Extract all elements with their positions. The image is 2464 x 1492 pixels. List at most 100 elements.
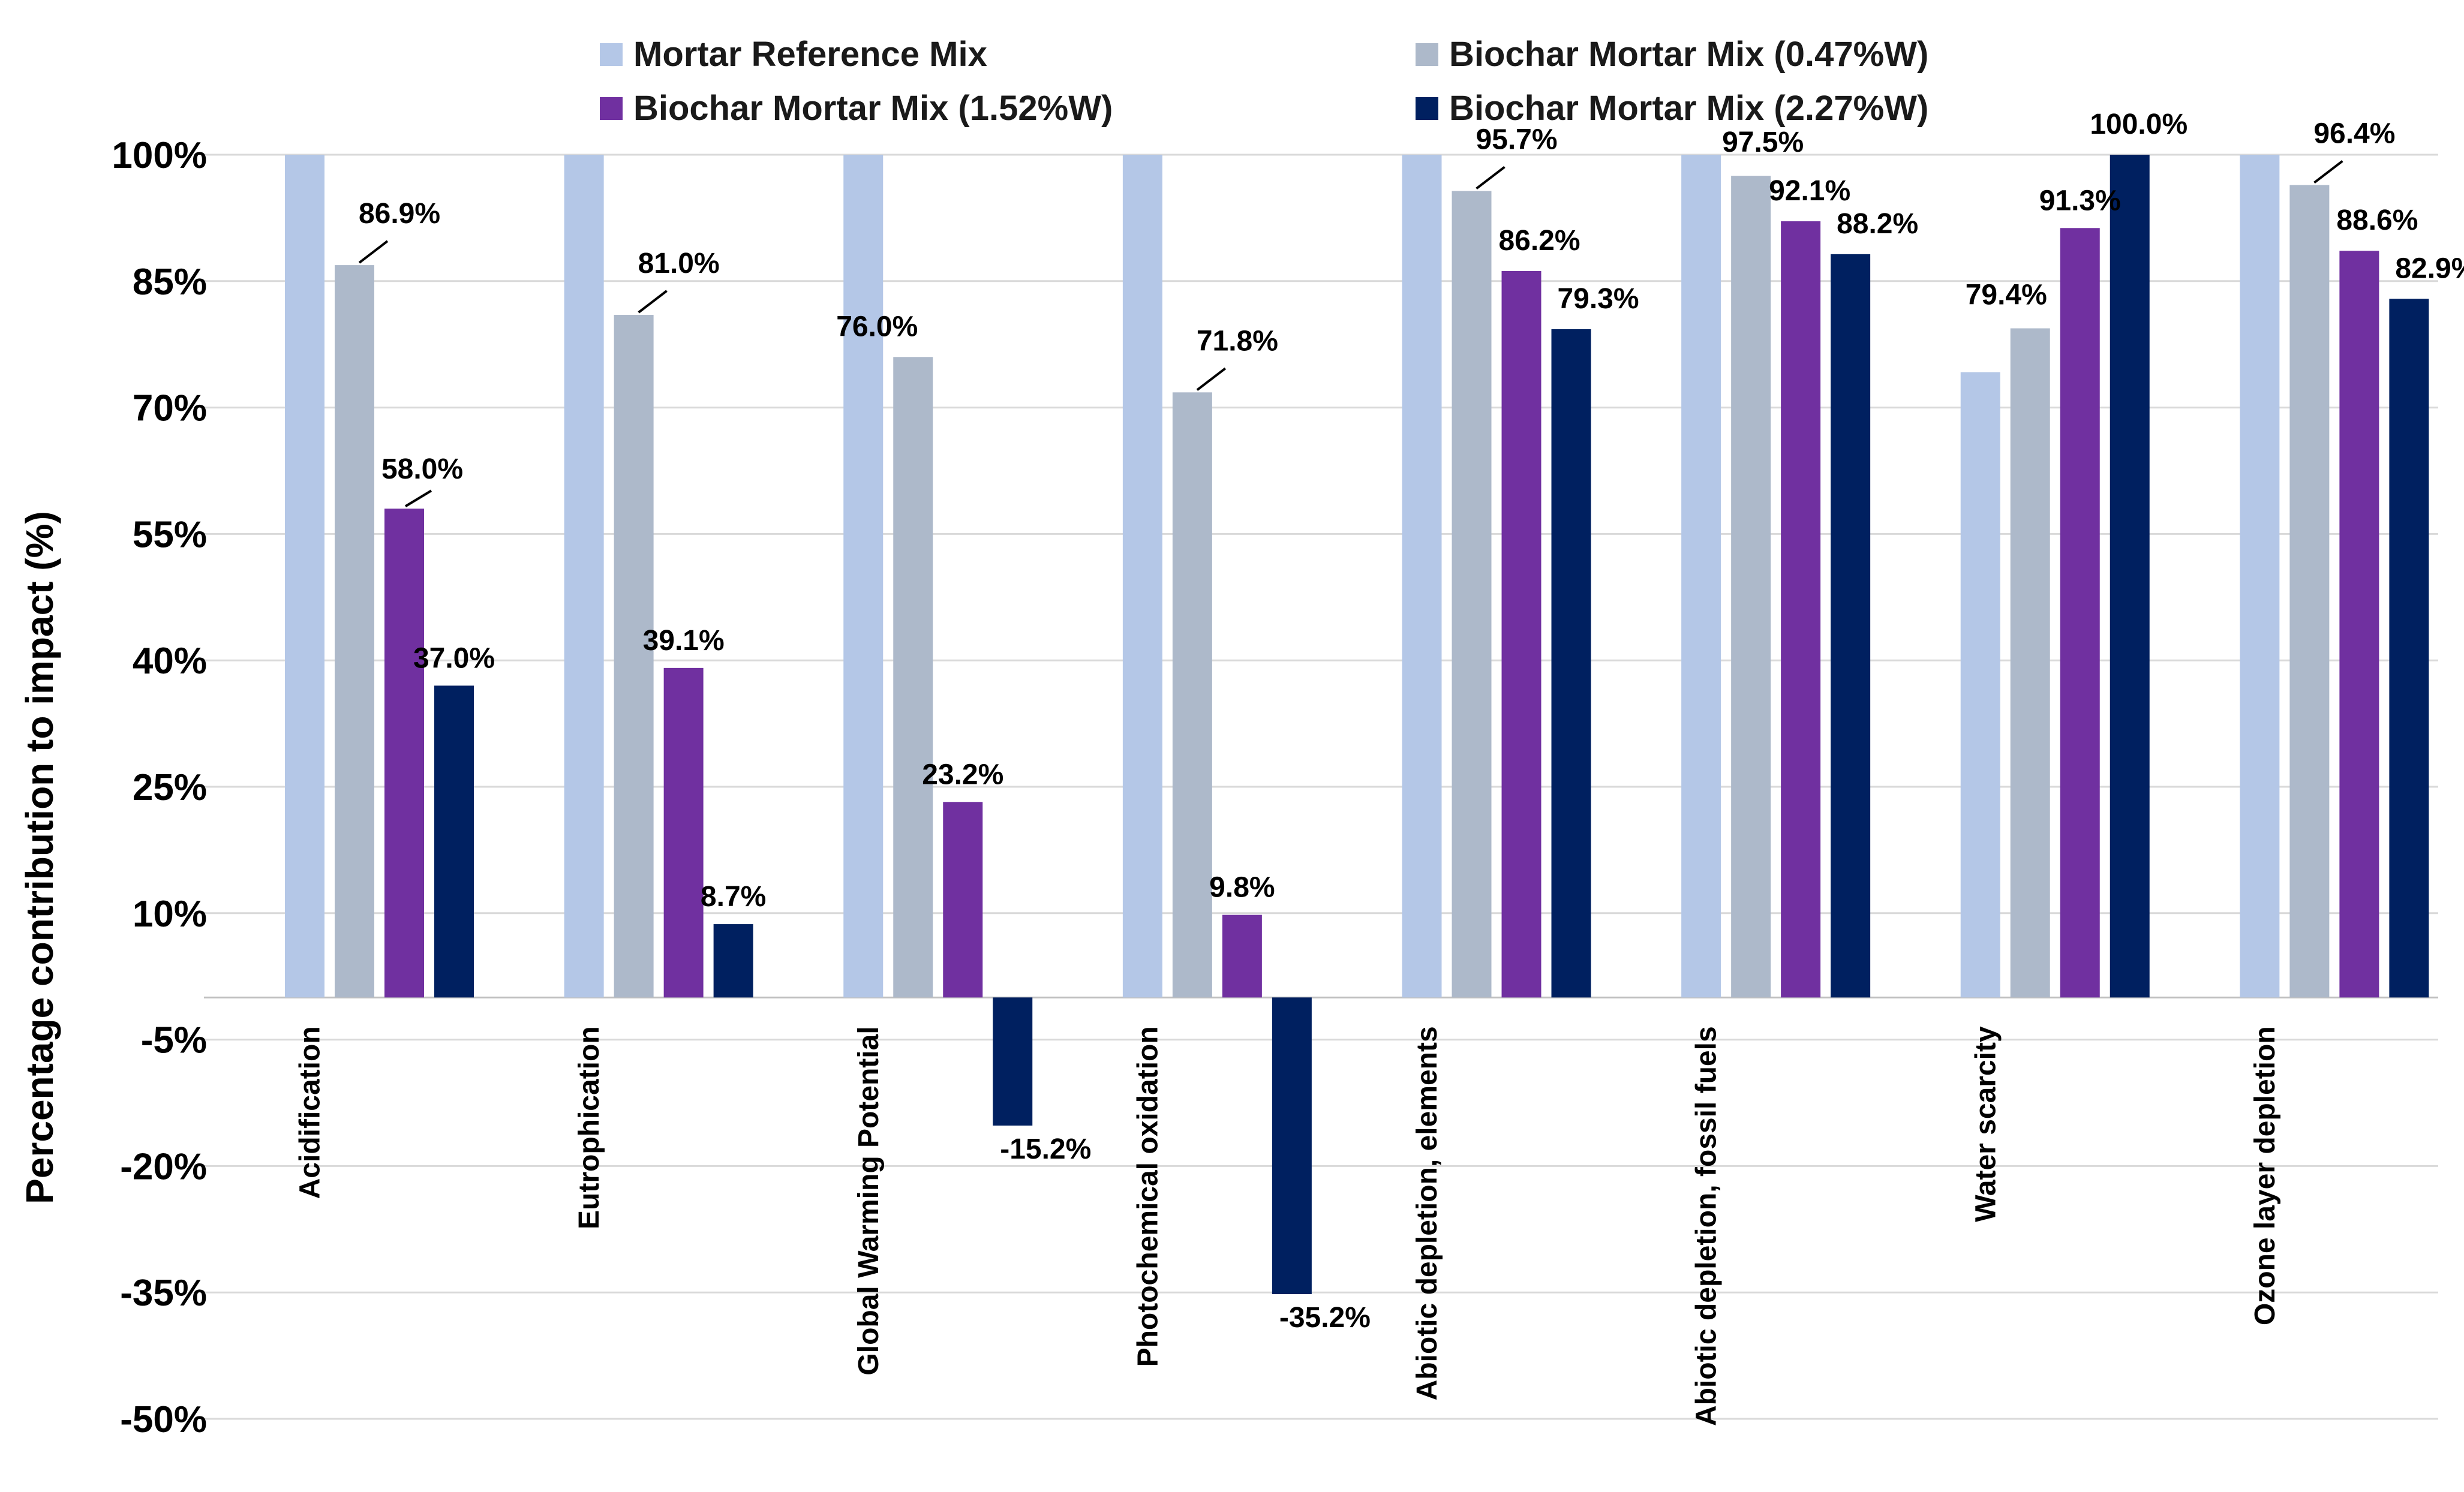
- bar-mortar-reference-mix-water-scarcity: [1960, 372, 2000, 998]
- data-label-biochar-mortar-mix-2-27-w-abiotic-depletion-elements: 79.3%: [1557, 283, 1639, 315]
- bar-biochar-mortar-mix-2-27-w-abiotic-depletion-elements: [1551, 329, 1591, 998]
- data-label-biochar-mortar-mix-2-27-w-photochemical-oxidation: -35.2%: [1279, 1302, 1371, 1334]
- data-label-biochar-mortar-mix-0-47-w-acidification: 86.9%: [359, 198, 440, 230]
- category-label-acidification: Acidification: [295, 1026, 326, 1199]
- data-label-biochar-mortar-mix-2-27-w-ozone-layer-depletion: 82.9%: [2395, 252, 2464, 284]
- y-tick-label: 100%: [112, 135, 207, 176]
- data-label-biochar-mortar-mix-2-27-w-global-warming-potential: -15.2%: [1000, 1133, 1091, 1165]
- bar-biochar-mortar-mix-1-52-w-water-scarcity: [2060, 228, 2100, 998]
- data-label-biochar-mortar-mix-0-47-w-global-warming-potential: 76.0%: [836, 311, 918, 342]
- bar-biochar-mortar-mix-1-52-w-abiotic-depletion-fossil-fuels: [1781, 221, 1821, 998]
- y-tick-label: -5%: [141, 1020, 207, 1061]
- bar-mortar-reference-mix-acidification: [285, 155, 324, 998]
- bar-mortar-reference-mix-photochemical-oxidation: [1122, 155, 1162, 998]
- category-label-abiotic-depletion-elements: Abiotic depletion, elements: [1411, 1026, 1443, 1400]
- y-axis-ticks: 100% 85% 70% 55% 40% 25% 10% -5% -20% -35% -50%: [112, 135, 207, 1440]
- y-tick-label: 85%: [133, 261, 207, 303]
- category-label-ozone-layer-depletion: Ozone layer depletion: [2249, 1026, 2281, 1325]
- category-label-global-warming-potential: Global Warming Potential: [853, 1026, 885, 1375]
- bar-biochar-mortar-mix-2-27-w-water-scarcity: [2110, 155, 2150, 998]
- bar-mortar-reference-mix-eutrophication: [564, 155, 604, 998]
- legend-label: Mortar Reference Mix: [633, 35, 987, 74]
- data-label-biochar-mortar-mix-1-52-w-acidification: 58.0%: [381, 453, 463, 485]
- bar-biochar-mortar-mix-1-52-w-global-warming-potential: [943, 802, 983, 998]
- data-label-biochar-mortar-mix-0-47-w-abiotic-depletion-elements: 95.7%: [1476, 124, 1557, 155]
- data-label-biochar-mortar-mix-1-52-w-abiotic-depletion-elements: 86.2%: [1498, 225, 1580, 257]
- y-tick-label: 10%: [133, 894, 207, 935]
- y-tick-label: 25%: [133, 767, 207, 808]
- bar-biochar-mortar-mix-0-47-w-abiotic-depletion-elements: [1452, 191, 1492, 998]
- legend-item-biochar-mortar-mix-0-47-w: Biochar Mortar Mix (0.47%W): [1416, 35, 1928, 74]
- y-tick-label: 70%: [133, 388, 207, 429]
- bar-biochar-mortar-mix-1-52-w-eutrophication: [663, 667, 704, 998]
- bars: [285, 155, 2429, 1295]
- legend-item-biochar-mortar-mix-1-52-w: Biochar Mortar Mix (1.52%W): [600, 89, 1113, 128]
- data-labels: 86.9% 58.0% 37.0% 81.0% 39.1% 8.7% 76.0% 23.2% -…: [358, 109, 2464, 1334]
- leader-line: [638, 290, 668, 314]
- legend-swatch: [1416, 43, 1438, 66]
- data-label-biochar-mortar-mix-0-47-w-water-scarcity: 79.4%: [1966, 279, 2047, 311]
- bar-biochar-mortar-mix-2-27-w-acidification: [434, 685, 474, 998]
- bar-biochar-mortar-mix-2-27-w-abiotic-depletion-fossil-fuels: [1831, 254, 1871, 998]
- y-tick-label: -35%: [120, 1273, 207, 1314]
- data-label-biochar-mortar-mix-2-27-w-eutrophication: 8.7%: [701, 881, 766, 913]
- bar-biochar-mortar-mix-1-52-w-acidification: [384, 509, 424, 998]
- legend-label: Biochar Mortar Mix (0.47%W): [1449, 35, 1928, 74]
- bar-biochar-mortar-mix-0-47-w-abiotic-depletion-fossil-fuels: [1731, 176, 1771, 998]
- data-label-biochar-mortar-mix-0-47-w-abiotic-depletion-fossil-fuels: 97.5%: [1722, 127, 1804, 158]
- y-axis-label: Percentage contribution to impact (%): [18, 511, 61, 1204]
- bar-biochar-mortar-mix-1-52-w-photochemical-oxidation: [1222, 915, 1262, 998]
- data-label-biochar-mortar-mix-0-47-w-eutrophication: 81.0%: [638, 248, 720, 279]
- data-label-biochar-mortar-mix-1-52-w-ozone-layer-depletion: 88.6%: [2336, 204, 2418, 236]
- data-label-biochar-mortar-mix-1-52-w-water-scarcity: 91.3%: [2039, 185, 2121, 216]
- data-label-biochar-mortar-mix-2-27-w-abiotic-depletion-fossil-fuels: 88.2%: [1837, 208, 1918, 240]
- bar-biochar-mortar-mix-0-47-w-photochemical-oxidation: [1172, 392, 1212, 998]
- bar-biochar-mortar-mix-0-47-w-acidification: [335, 265, 374, 998]
- data-label-biochar-mortar-mix-0-47-w-photochemical-oxidation: 71.8%: [1197, 325, 1278, 357]
- y-tick-label: 40%: [133, 640, 207, 682]
- bar-biochar-mortar-mix-0-47-w-eutrophication: [614, 315, 654, 998]
- y-tick-label: -50%: [120, 1399, 207, 1440]
- bar-biochar-mortar-mix-0-47-w-global-warming-potential: [893, 357, 933, 998]
- bar-mortar-reference-mix-abiotic-depletion-fossil-fuels: [1681, 155, 1721, 998]
- y-tick-label: 55%: [133, 514, 207, 555]
- legend-item-biochar-mortar-mix-2-27-w: Biochar Mortar Mix (2.27%W): [1416, 89, 1928, 128]
- bar-biochar-mortar-mix-2-27-w-photochemical-oxidation: [1272, 997, 1312, 1295]
- category-labels: Acidification Eutrophication Global Warmin…: [295, 1026, 2281, 1426]
- data-label-biochar-mortar-mix-1-52-w-global-warming-potential: 23.2%: [922, 759, 1003, 790]
- bar-biochar-mortar-mix-0-47-w-water-scarcity: [2010, 328, 2050, 998]
- legend-label: Biochar Mortar Mix (1.52%W): [633, 89, 1113, 128]
- bar-biochar-mortar-mix-2-27-w-ozone-layer-depletion: [2389, 299, 2429, 998]
- bar-biochar-mortar-mix-2-27-w-global-warming-potential: [993, 997, 1033, 1126]
- legend-item-mortar-reference-mix: Mortar Reference Mix: [600, 35, 987, 74]
- bar-mortar-reference-mix-ozone-layer-depletion: [2240, 155, 2280, 998]
- leader-line: [2313, 160, 2343, 184]
- bar-biochar-mortar-mix-2-27-w-eutrophication: [713, 924, 753, 998]
- data-label-biochar-mortar-mix-1-52-w-photochemical-oxidation: 9.8%: [1209, 872, 1275, 904]
- y-tick-label: -20%: [120, 1146, 207, 1187]
- legend-swatch: [1416, 97, 1438, 120]
- leader-line: [404, 489, 432, 507]
- leader-line: [358, 240, 389, 264]
- bar-biochar-mortar-mix-0-47-w-ozone-layer-depletion: [2289, 185, 2330, 998]
- bar-biochar-mortar-mix-1-52-w-abiotic-depletion-elements: [1501, 270, 1541, 998]
- category-label-abiotic-depletion-fossil-fuels: Abiotic depletion, fossil fuels: [1691, 1026, 1723, 1426]
- legend: Mortar Reference Mix Biochar Mortar Mix (…: [600, 35, 1928, 128]
- bar-mortar-reference-mix-global-warming-potential: [843, 155, 884, 998]
- legend-swatch: [600, 43, 623, 66]
- leader-line: [1476, 166, 1506, 190]
- gridlines: [204, 154, 2438, 1420]
- legend-swatch: [600, 97, 623, 120]
- category-label-photochemical-oxidation: Photochemical oxidation: [1132, 1026, 1164, 1367]
- bar-biochar-mortar-mix-1-52-w-ozone-layer-depletion: [2339, 251, 2379, 998]
- bar-mortar-reference-mix-abiotic-depletion-elements: [1402, 155, 1442, 998]
- data-label-biochar-mortar-mix-1-52-w-abiotic-depletion-fossil-fuels: 92.1%: [1769, 175, 1850, 207]
- category-label-water-scarcity: Water scarcity: [1970, 1026, 2002, 1222]
- leader-line: [1196, 367, 1227, 391]
- data-label-biochar-mortar-mix-2-27-w-acidification: 37.0%: [413, 642, 495, 674]
- data-label-biochar-mortar-mix-1-52-w-eutrophication: 39.1%: [643, 625, 725, 657]
- data-label-biochar-mortar-mix-0-47-w-ozone-layer-depletion: 96.4%: [2313, 118, 2395, 150]
- category-label-eutrophication: Eutrophication: [573, 1026, 605, 1229]
- data-label-biochar-mortar-mix-2-27-w-water-scarcity: 100.0%: [2090, 109, 2187, 140]
